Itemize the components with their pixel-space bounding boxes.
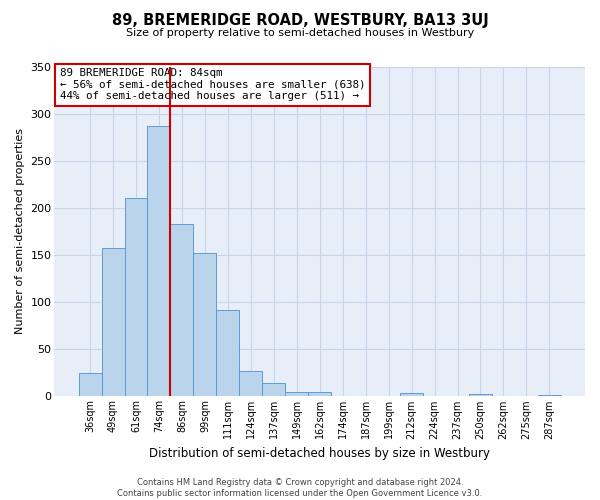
- Bar: [285, 392, 308, 396]
- Bar: [308, 392, 331, 396]
- Bar: [148, 126, 170, 396]
- Bar: [101, 248, 125, 396]
- Bar: [538, 394, 561, 396]
- Bar: [170, 224, 193, 396]
- Bar: [125, 198, 148, 396]
- X-axis label: Distribution of semi-detached houses by size in Westbury: Distribution of semi-detached houses by …: [149, 447, 490, 460]
- Text: 89 BREMERIDGE ROAD: 84sqm
← 56% of semi-detached houses are smaller (638)
44% of: 89 BREMERIDGE ROAD: 84sqm ← 56% of semi-…: [60, 68, 365, 102]
- Bar: [469, 394, 492, 396]
- Bar: [217, 310, 239, 396]
- Text: Size of property relative to semi-detached houses in Westbury: Size of property relative to semi-detach…: [126, 28, 474, 38]
- Y-axis label: Number of semi-detached properties: Number of semi-detached properties: [15, 128, 25, 334]
- Bar: [239, 371, 262, 396]
- Bar: [193, 253, 217, 396]
- Text: 89, BREMERIDGE ROAD, WESTBURY, BA13 3UJ: 89, BREMERIDGE ROAD, WESTBURY, BA13 3UJ: [112, 12, 488, 28]
- Text: Contains HM Land Registry data © Crown copyright and database right 2024.
Contai: Contains HM Land Registry data © Crown c…: [118, 478, 482, 498]
- Bar: [262, 383, 285, 396]
- Bar: [400, 392, 423, 396]
- Bar: [79, 373, 101, 396]
